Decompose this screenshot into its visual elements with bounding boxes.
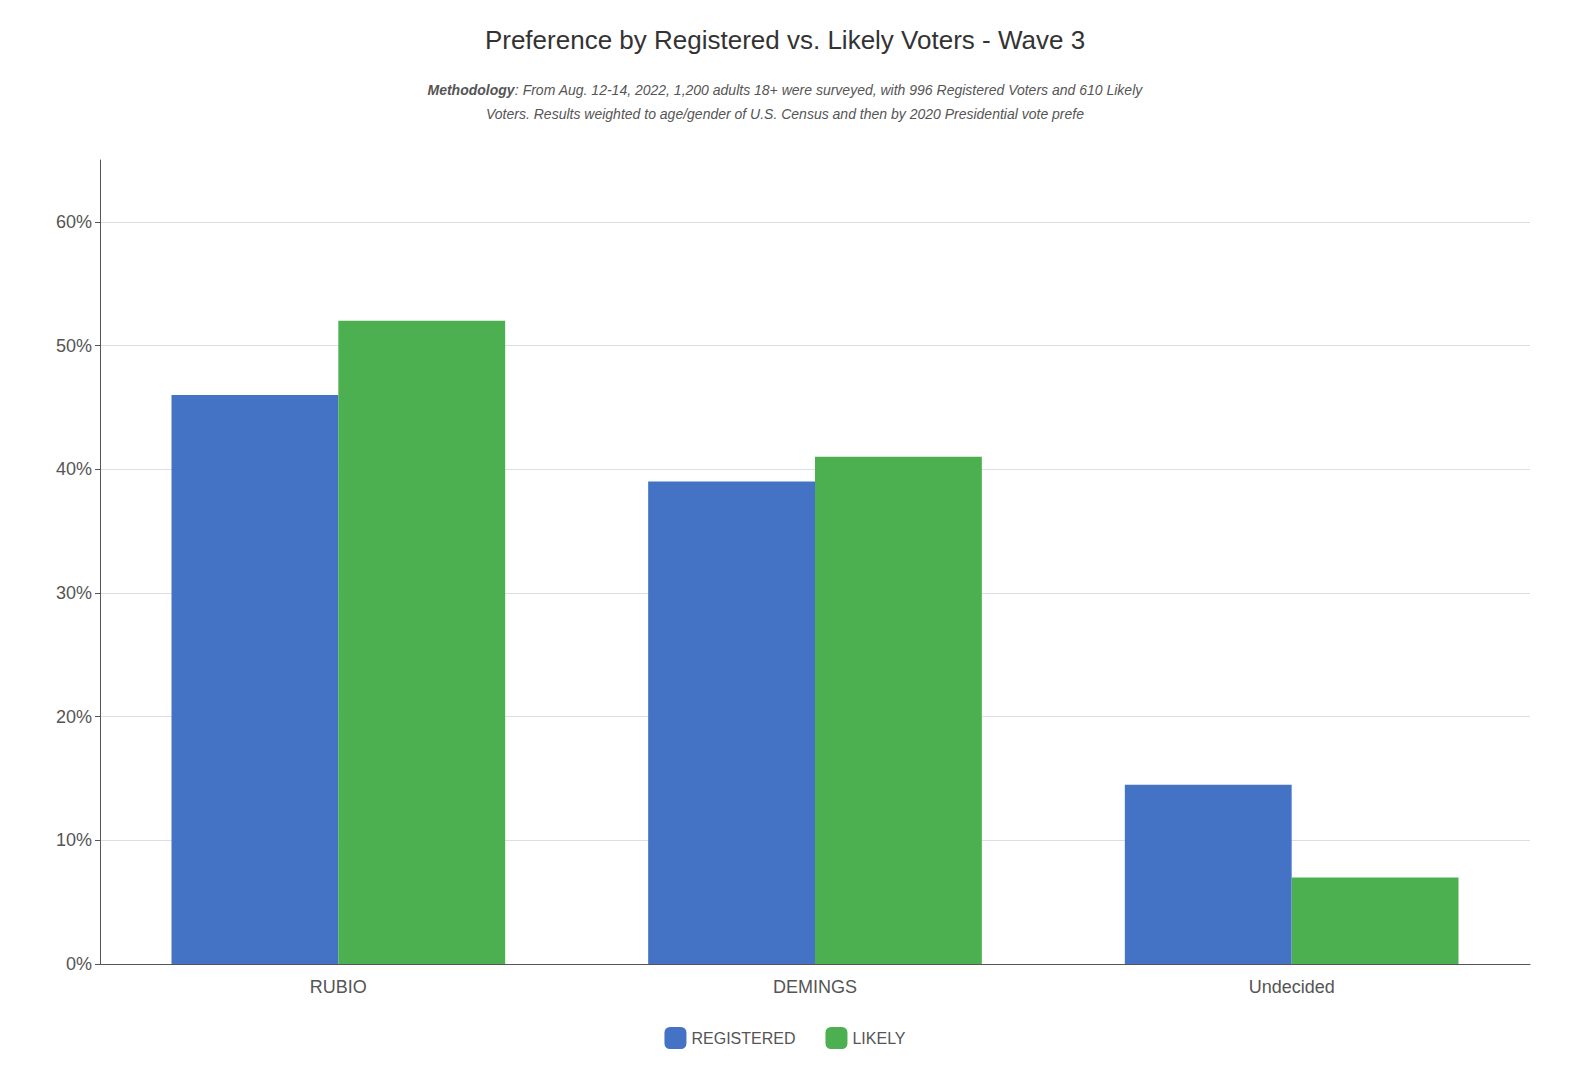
svg-text:40%: 40% (56, 459, 92, 479)
svg-text:Voters. Results weighted to ag: Voters. Results weighted to age/gender o… (486, 106, 1084, 122)
svg-text:Preference by Registered vs. L: Preference by Registered vs. Likely Vote… (485, 25, 1085, 55)
svg-text:LIKELY: LIKELY (852, 1030, 905, 1047)
svg-text:0%: 0% (66, 954, 92, 974)
svg-text:RUBIO: RUBIO (310, 977, 367, 997)
svg-text:20%: 20% (56, 707, 92, 727)
svg-text:50%: 50% (56, 336, 92, 356)
svg-text:10%: 10% (56, 830, 92, 850)
svg-text:30%: 30% (56, 583, 92, 603)
svg-text:REGISTERED: REGISTERED (691, 1030, 795, 1047)
svg-text:Methodology: Methodology (427, 82, 515, 98)
svg-text:Undecided: Undecided (1249, 977, 1335, 997)
svg-text:60%: 60% (56, 212, 92, 232)
svg-text:: From Aug. 12-14, 2022, 1,200: : From Aug. 12-14, 2022, 1,200 adults 18… (515, 82, 1143, 98)
svg-text:DEMINGS: DEMINGS (773, 977, 857, 997)
